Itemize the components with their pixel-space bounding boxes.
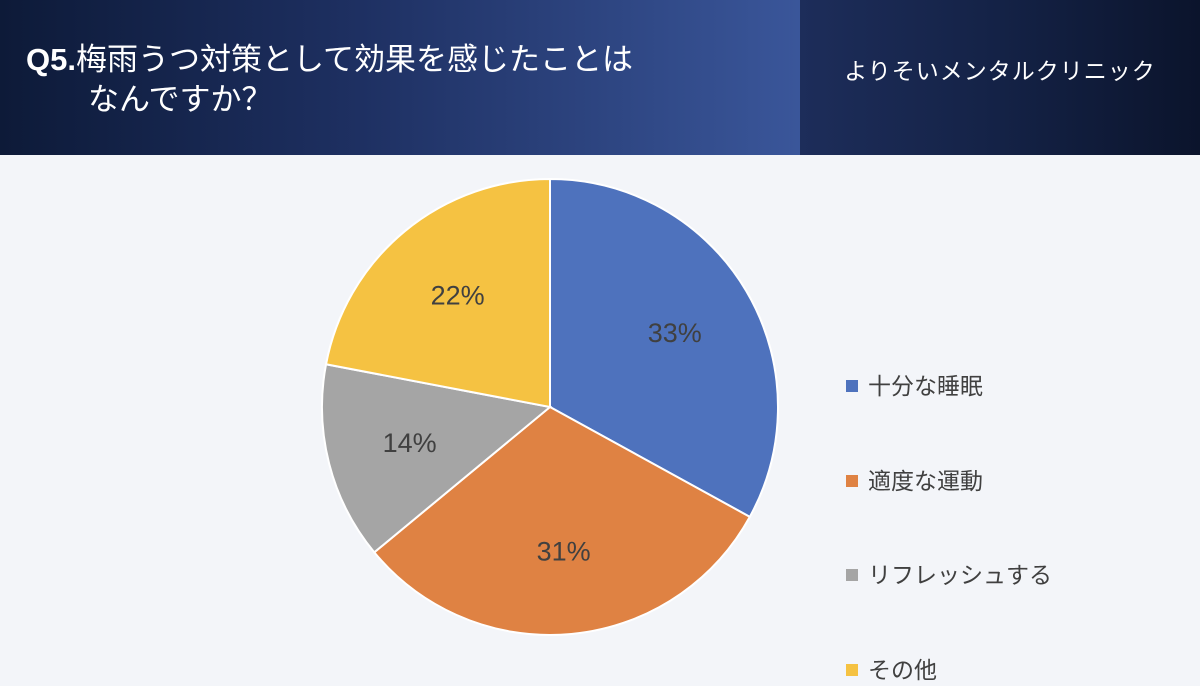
title-line-1: 梅雨うつ対策として効果を感じたことは — [75, 42, 634, 78]
pie-slice-exercise — [372, 405, 752, 636]
data-label-other: 22% — [431, 280, 485, 310]
legend-label-refresh: リフレッシュする — [868, 563, 1052, 589]
legend-swatch-sleep — [846, 379, 858, 392]
header-left-panel — [0, 0, 800, 155]
legend-item-exercise: 適度な運動 — [846, 467, 983, 497]
pie-slice-refresh — [321, 363, 553, 554]
legend-label-other: その他 — [868, 658, 937, 684]
legend-label-exercise: 適度な運動 — [868, 469, 983, 495]
legend-item-sleep: 十分な睡眠 — [846, 372, 983, 402]
legend-label-sleep: 十分な睡眠 — [868, 374, 983, 400]
legend-item-other: その他 — [846, 656, 937, 686]
header-bar: Q5.梅雨うつ対策として効果を感じたことは なんですか？ よりそいメンタルクリニ… — [0, 0, 1200, 155]
pie-slice-other — [324, 177, 551, 409]
pie-chart: 33% 31% 14% 22% — [321, 177, 779, 636]
legend-swatch-other — [846, 663, 858, 676]
data-label-sleep: 33% — [648, 318, 702, 348]
title-line-2: なんですか？ — [88, 82, 273, 118]
pie-slice-sleep — [549, 177, 779, 519]
legend-swatch-exercise — [846, 474, 858, 487]
data-label-refresh: 14% — [383, 428, 437, 458]
legend-item-refresh: リフレッシュする — [846, 561, 1052, 591]
legend-swatch-refresh — [846, 568, 858, 581]
pie-chart-area: 33% 31% 14% 22% 十分な睡眠適度な運動リフレッシュする その他 — [0, 155, 1200, 684]
header-right-panel — [800, 0, 1200, 155]
clinic-name: よりそいメンタルクリニック — [844, 59, 1156, 85]
question-number: Q5. — [26, 42, 76, 77]
data-label-exercise: 31% — [537, 536, 591, 566]
page-title: Q5.梅雨うつ対策として効果を感じたことは なんですか？ — [26, 40, 786, 120]
